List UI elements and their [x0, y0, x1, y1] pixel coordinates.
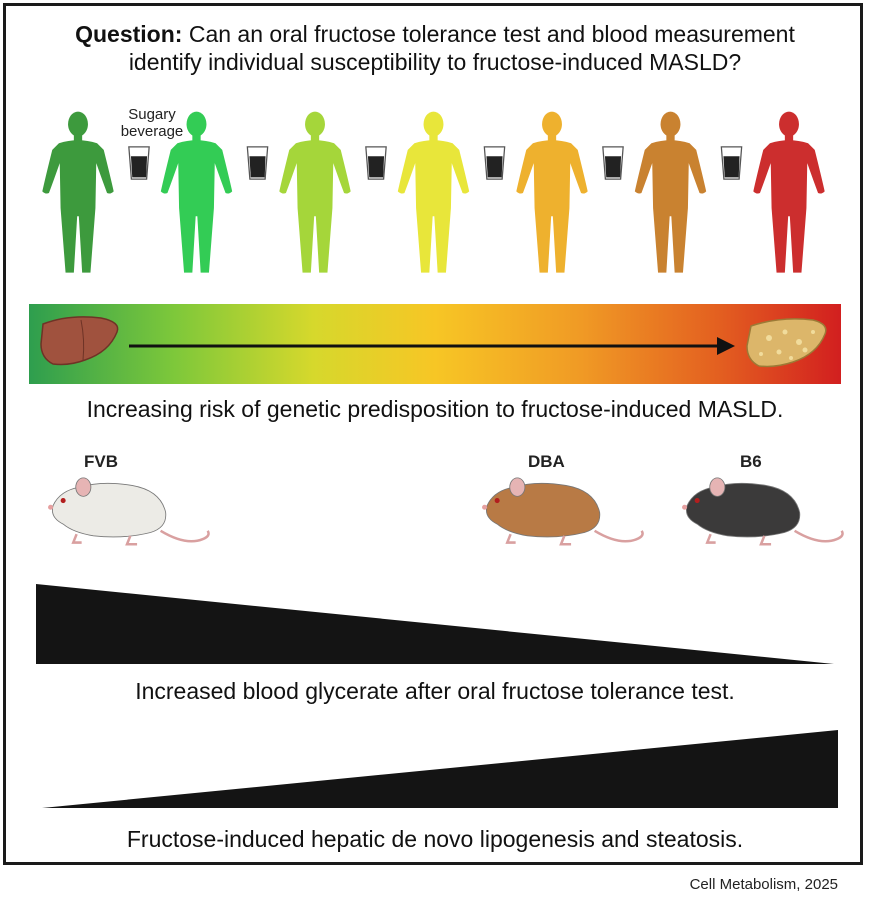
person-figure-icon	[634, 111, 707, 273]
glycerate-caption: Increased blood glycerate after oral fru…	[135, 678, 735, 704]
mice-row	[46, 476, 844, 546]
sugary-beverage-cup-icon	[483, 146, 506, 180]
person-figure-icon	[42, 111, 114, 273]
person-figure-icon	[397, 111, 470, 273]
beverage-label-line2: beverage	[120, 123, 184, 140]
liver-arrow-graphic	[40, 316, 827, 368]
beverage-label-line1: Sugary	[128, 106, 176, 123]
sugary-beverage-cup-icon	[246, 146, 269, 180]
question-line2: identify individual susceptibility to fr…	[128, 49, 742, 75]
beverage-label: Sugary beverage	[112, 106, 192, 140]
person-figure-icon	[753, 111, 825, 273]
sugary-beverage-cup-icon	[365, 146, 387, 180]
question-line1: Can an oral fructose tolerance test and …	[188, 21, 795, 47]
healthy-liver-icon	[40, 316, 119, 366]
sugary-beverage-cup-icon	[128, 146, 150, 180]
person-figure-icon	[160, 111, 233, 273]
question-prefix: Question:	[75, 21, 183, 47]
risk-caption: Increasing risk of genetic predispositio…	[86, 396, 784, 422]
strain-label-fvb: FVB	[84, 452, 118, 471]
risk-gradient-bar	[29, 304, 841, 384]
person-figure-icon	[516, 111, 588, 273]
mouse-fvb	[46, 476, 210, 546]
question-text: Question: Can an oral fructose tolerance…	[10, 20, 860, 76]
citation: Cell Metabolism, 2025	[689, 876, 838, 893]
lipogenesis-wedge	[42, 730, 838, 808]
people-row	[42, 111, 825, 273]
lipogenesis-caption: Fructose-induced hepatic de novo lipogen…	[126, 826, 744, 852]
strain-label-dba: DBA	[528, 452, 565, 471]
mouse-dba	[480, 476, 644, 546]
person-figure-icon	[279, 111, 351, 273]
sugary-beverage-cup-icon	[720, 146, 743, 180]
mouse-b6	[680, 476, 844, 546]
glycerate-wedge	[36, 584, 834, 664]
fatty-liver-icon	[746, 318, 827, 368]
sugary-beverage-cup-icon	[602, 146, 624, 180]
arrow-head-icon	[717, 337, 735, 355]
strain-label-b6: B6	[740, 452, 762, 471]
wedges	[36, 584, 838, 808]
